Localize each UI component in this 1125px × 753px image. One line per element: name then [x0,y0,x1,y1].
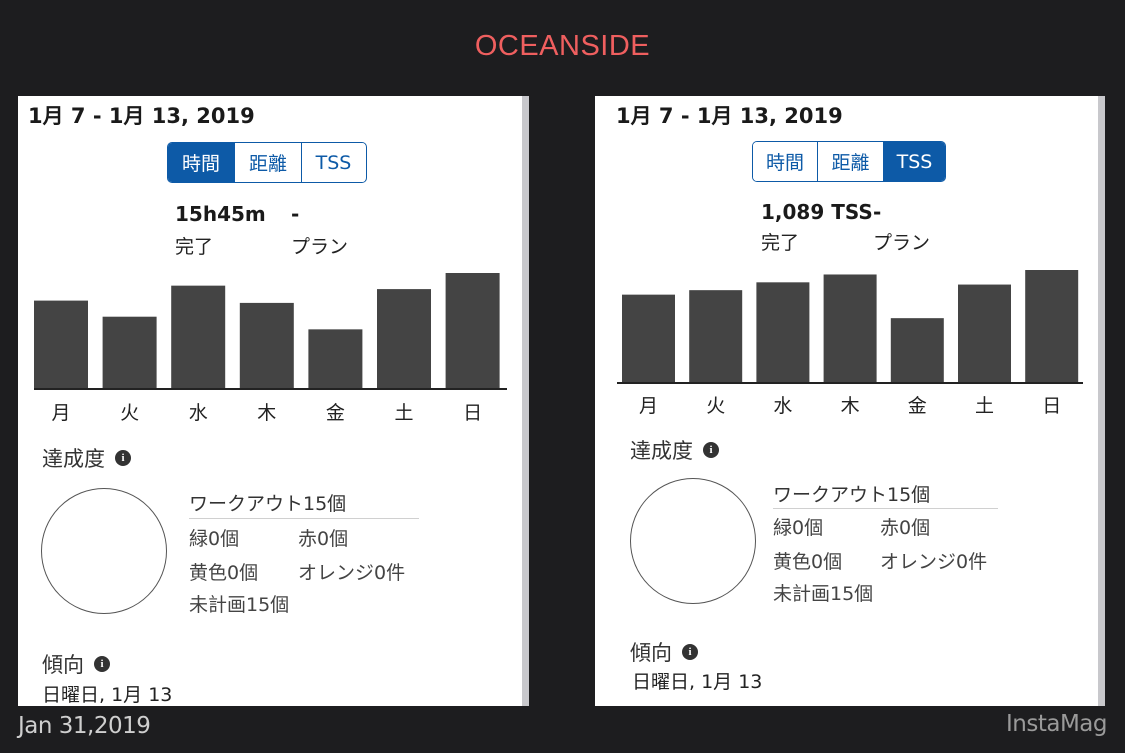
orange-count: オレンジ0件 [880,551,988,573]
green-count: 緑0個 [773,517,824,539]
weekly-summary-panel-tss: 1月 7 - 1月 13, 2019 時間 距離 TSS 1,089 TSS -… [595,96,1105,706]
x-tick-label: 金 [326,402,345,424]
date-range: 1月 7 - 1月 13, 2019 [616,104,843,128]
bar-1[interactable] [34,300,88,388]
tab-time[interactable]: 時間 [753,142,817,181]
completed-value: 1,089 TSS [761,200,873,224]
planned-label: プラン [291,236,349,258]
info-icon[interactable]: i [115,450,131,466]
page-title: OCEANSIDE [474,30,651,62]
completed-label: 完了 [175,236,214,258]
compliance-donut [41,488,167,614]
scrollbar[interactable] [522,96,529,706]
bar-3[interactable] [756,282,810,382]
planned-value: - [873,200,882,224]
planned-label: プラン [873,232,931,254]
date-range: 1月 7 - 1月 13, 2019 [28,104,255,128]
weekly-bar-chart: 月火水木金土日 [34,273,507,424]
trend-date: 日曜日, 1月 13 [632,671,763,693]
achievement-label: 達成度 [630,439,693,463]
green-count: 緑0個 [189,528,240,550]
x-tick-label: 日 [463,402,482,424]
completed-label: 完了 [761,232,800,254]
trend-date: 日曜日, 1月 13 [42,684,173,706]
brand-logo: InstaMag [1006,711,1108,737]
bar-3[interactable] [171,285,226,388]
metric-tabs: 時間 距離 TSS [167,142,367,183]
divider [189,518,419,519]
tab-time[interactable]: 時間 [168,143,234,182]
workouts-total: ワークアウト15個 [189,493,347,515]
scrollbar[interactable] [1098,96,1105,706]
x-tick-label: 木 [841,395,860,417]
x-tick-label: 月 [51,402,70,424]
bar-5[interactable] [890,318,944,382]
bar-4[interactable] [823,274,877,382]
x-tick-label: 火 [120,402,139,424]
trend-label: 傾向 [42,653,84,677]
x-tick-label: 月 [639,395,658,417]
trend-title: 傾向 i [630,637,698,667]
bar-7[interactable] [445,273,500,388]
divider [773,508,998,509]
unplanned-count: 未計画15個 [773,583,874,605]
achievement-title: 達成度 i [42,443,131,473]
yellow-count: 黄色0個 [773,551,843,573]
yellow-count: 黄色0個 [189,562,259,584]
bar-6[interactable] [377,289,431,388]
bar-2[interactable] [689,290,743,382]
completed-value: 15h45m [175,202,266,226]
info-icon[interactable]: i [94,656,110,672]
x-tick-label: 土 [975,395,994,417]
bar-1[interactable] [622,294,675,382]
tab-tss[interactable]: TSS [883,142,945,181]
workouts-total: ワークアウト15個 [773,484,931,506]
achievement-title: 達成度 i [630,435,719,465]
bar-7[interactable] [1025,270,1079,382]
x-tick-label: 金 [908,395,927,417]
planned-value: - [291,202,300,226]
tab-distance[interactable]: 距離 [234,143,301,182]
bar-6[interactable] [958,284,1011,382]
x-tick-label: 水 [773,395,792,417]
weekly-bar-chart: 月火水木金土日 [617,270,1083,417]
red-count: 赤0個 [298,528,349,550]
bar-5[interactable] [308,329,363,388]
weekly-summary-panel-time: 1月 7 - 1月 13, 2019 時間 距離 TSS 15h45m - 完了… [18,96,529,706]
metric-tabs: 時間 距離 TSS [752,141,946,182]
bar-2[interactable] [102,316,157,388]
red-count: 赤0個 [880,517,931,539]
footer-date: Jan 31,2019 [18,713,151,739]
info-icon[interactable]: i [682,644,698,660]
achievement-label: 達成度 [42,447,105,471]
x-tick-label: 水 [189,402,208,424]
bar-4[interactable] [239,302,294,388]
tab-tss[interactable]: TSS [301,143,365,182]
x-tick-label: 土 [394,402,413,424]
info-icon[interactable]: i [703,442,719,458]
trend-title: 傾向 i [42,649,110,679]
unplanned-count: 未計画15個 [189,594,290,616]
x-tick-label: 火 [706,395,725,417]
tab-distance[interactable]: 距離 [817,142,883,181]
x-tick-label: 日 [1042,395,1061,417]
compliance-donut [630,478,756,604]
x-tick-label: 木 [257,402,276,424]
trend-label: 傾向 [630,641,672,665]
orange-count: オレンジ0件 [298,562,406,584]
